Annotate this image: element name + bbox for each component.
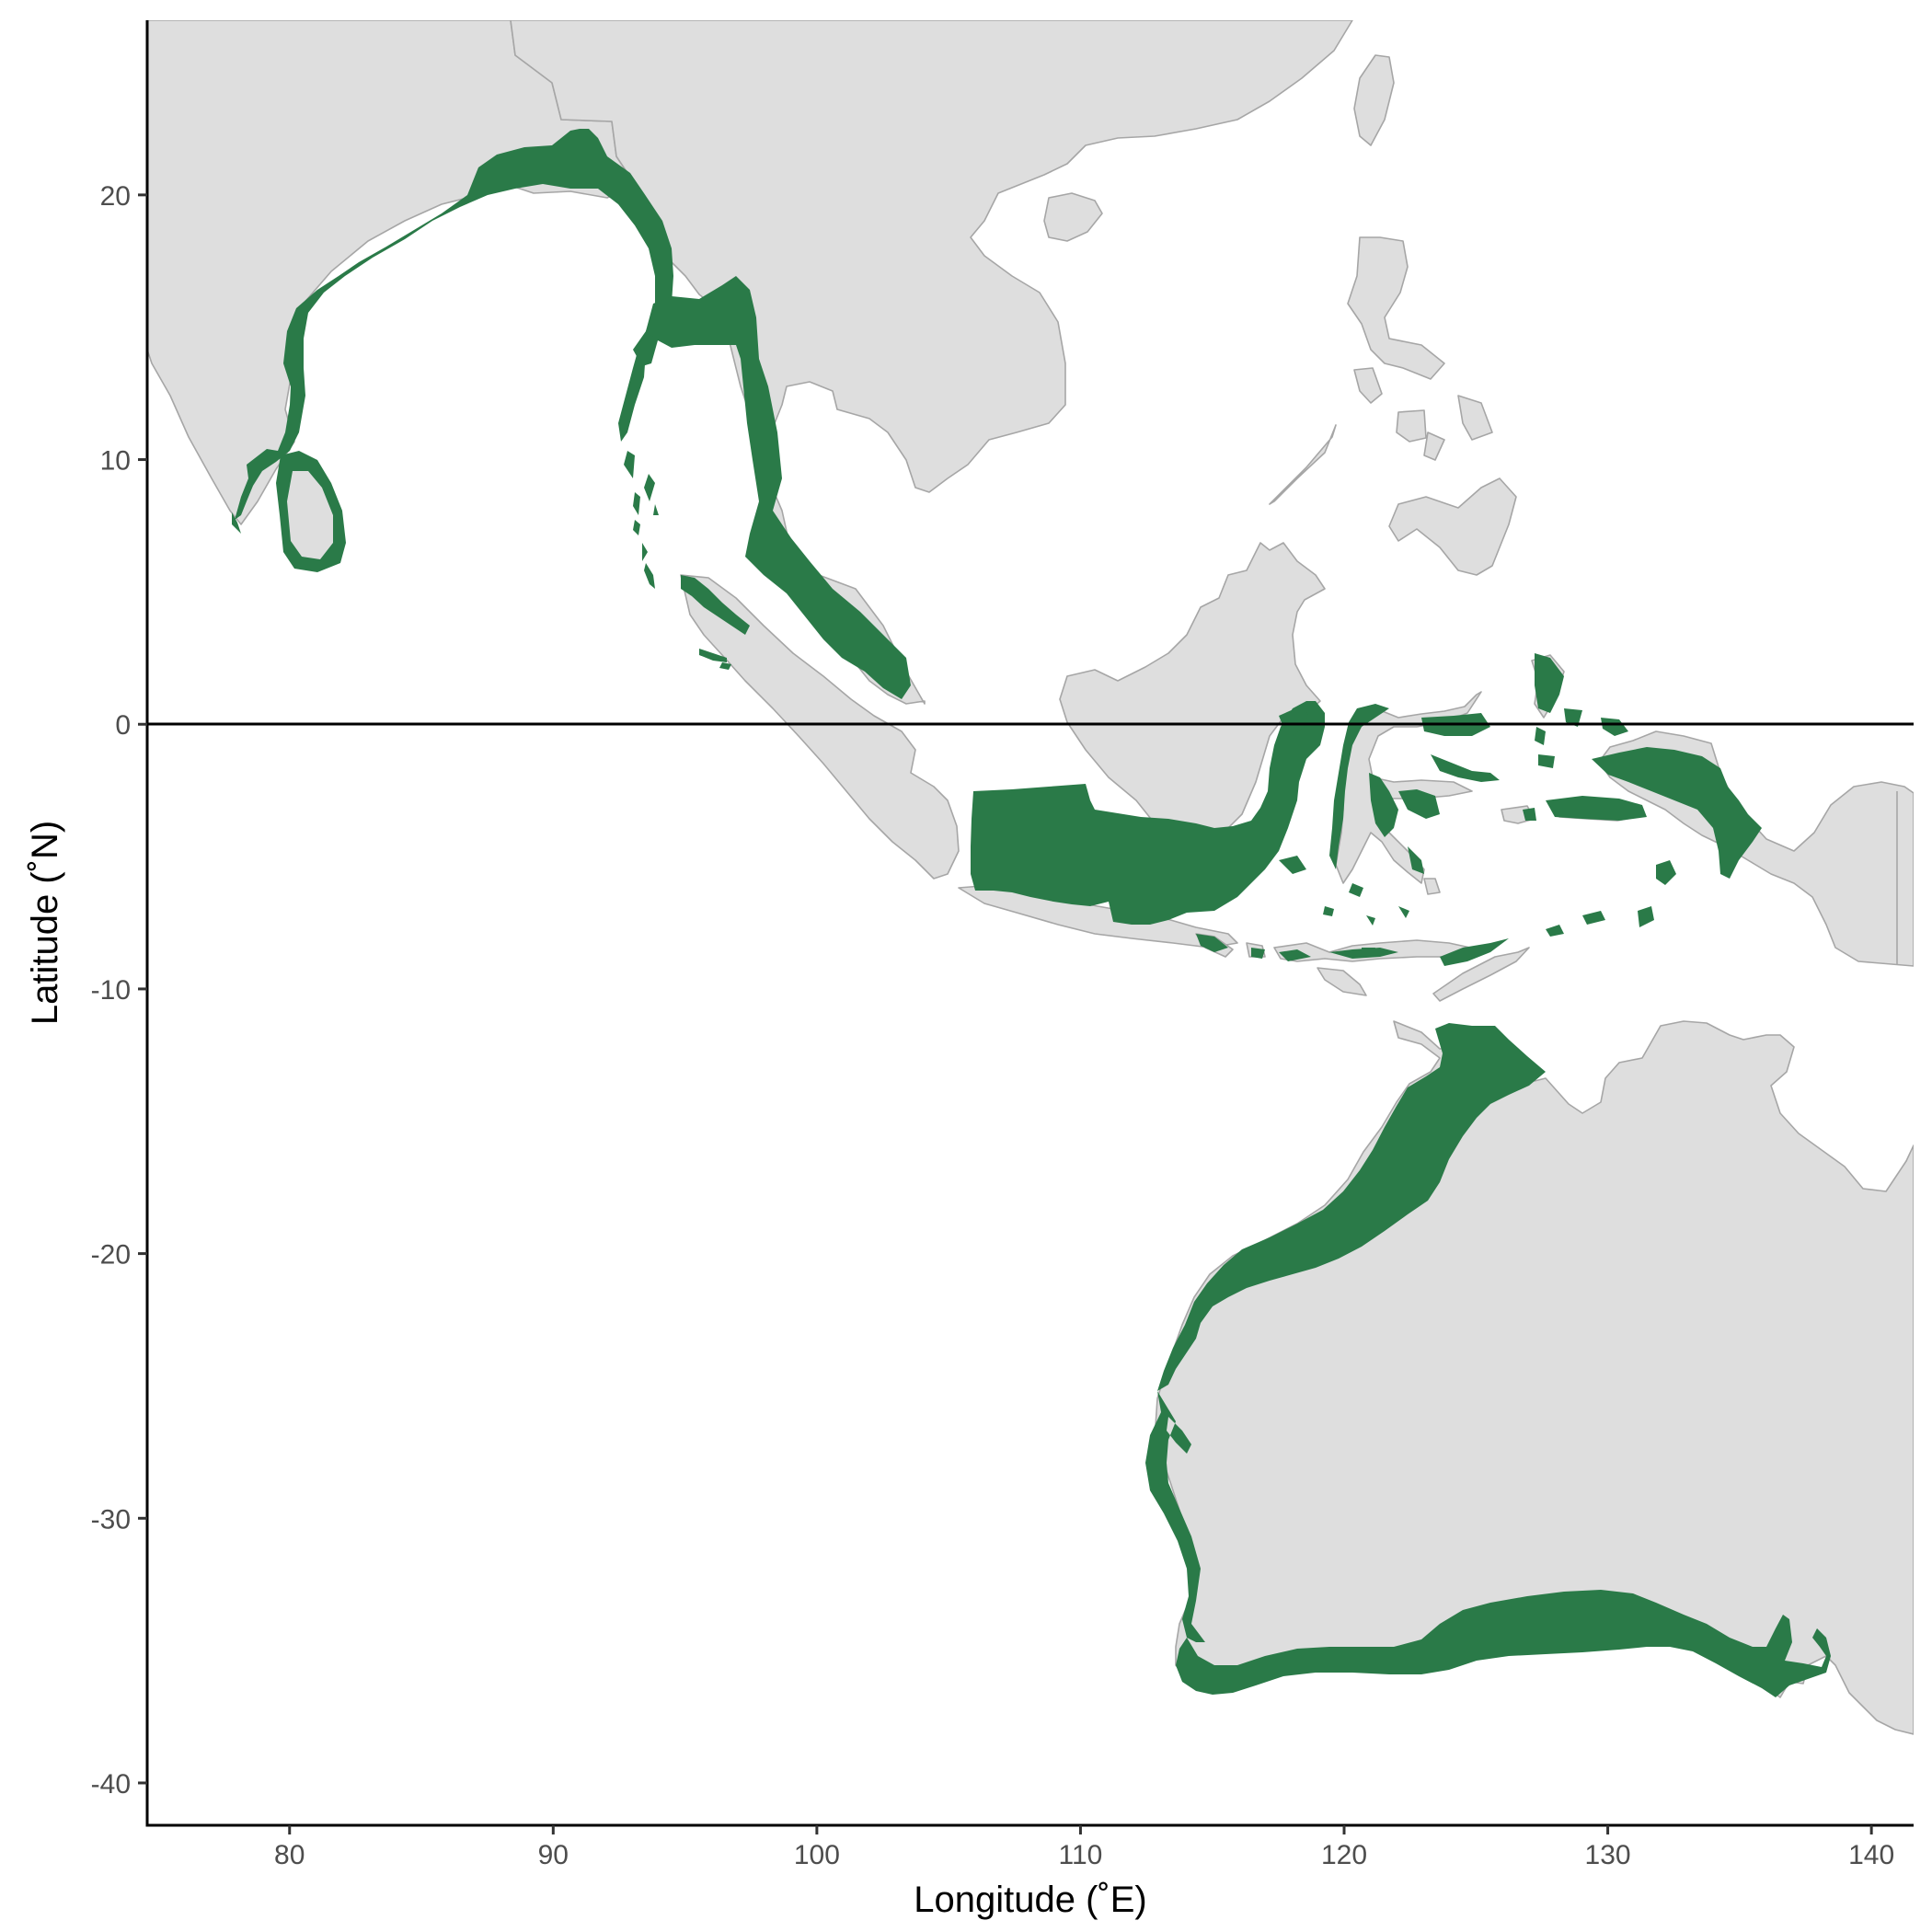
mindanao-island (1388, 477, 1517, 576)
sumatra-island (680, 574, 960, 880)
range-bird-head-new-guinea (1592, 747, 1762, 879)
range-moluccas (1535, 653, 1628, 768)
range-aru-kai-islands (1638, 860, 1676, 927)
y-tick-label: 20 (100, 181, 131, 212)
taiwan-island (1353, 54, 1395, 146)
y-tick-label: -10 (91, 975, 131, 1006)
y-axis-title: Latitude (˚N) (25, 821, 65, 1025)
x-tick-label: 120 (1321, 1840, 1367, 1870)
range-sri-lanka-coast (276, 451, 346, 572)
range-sulawesi-coast (1329, 704, 1500, 874)
sumba-island (1317, 967, 1367, 996)
range-western-australia-coast (1145, 1391, 1205, 1642)
y-axis-ticks: 20 10 0 -10 -20 -30 -40 (91, 181, 147, 1800)
y-tick-label: -20 (91, 1240, 131, 1271)
range-timor-islands (1362, 911, 1605, 966)
range-mentawai-islands (699, 649, 731, 670)
x-tick-label: 80 (274, 1840, 305, 1870)
range-northwest-australia (1157, 1023, 1546, 1391)
x-tick-label: 140 (1848, 1840, 1894, 1870)
range-andaman-islands (618, 345, 655, 515)
palawan-island (1269, 424, 1337, 505)
x-axis-ticks: 80 90 100 110 120 130 140 (274, 1825, 1894, 1870)
x-tick-label: 100 (794, 1840, 840, 1870)
buton-island (1423, 878, 1441, 895)
hainan-island (1043, 192, 1103, 242)
species-range-layer (232, 129, 1831, 1697)
range-maluku-south (1523, 796, 1647, 821)
range-sumatra-northwest-coast (681, 575, 750, 635)
range-nicobar-islands (633, 504, 659, 589)
range-java-south-islands (1196, 934, 1398, 961)
x-tick-label: 90 (538, 1840, 569, 1870)
range-india-west-coast (232, 512, 241, 534)
range-bay-of-bengal-coast (235, 129, 673, 520)
map-panel (147, 20, 1914, 1735)
range-myanmar-coast (646, 276, 911, 699)
range-java-sea (971, 701, 1325, 925)
range-sulawesi-south-islands (1279, 856, 1409, 926)
x-tick-label: 130 (1585, 1840, 1631, 1870)
range-south-australia-coast (1176, 1590, 1831, 1697)
x-tick-label: 110 (1059, 1840, 1103, 1870)
x-axis-title: Longitude (˚E) (914, 1880, 1146, 1920)
visayas-islands (1396, 395, 1493, 461)
y-tick-label: -30 (91, 1504, 131, 1535)
y-tick-label: 0 (115, 710, 131, 741)
timor-island (1432, 947, 1530, 1002)
y-tick-label: -40 (91, 1769, 131, 1800)
range-borneo-east-coast (1279, 708, 1308, 736)
luzon-island (1347, 236, 1445, 380)
mindoro-island (1353, 367, 1383, 404)
y-tick-label: 10 (100, 446, 131, 477)
